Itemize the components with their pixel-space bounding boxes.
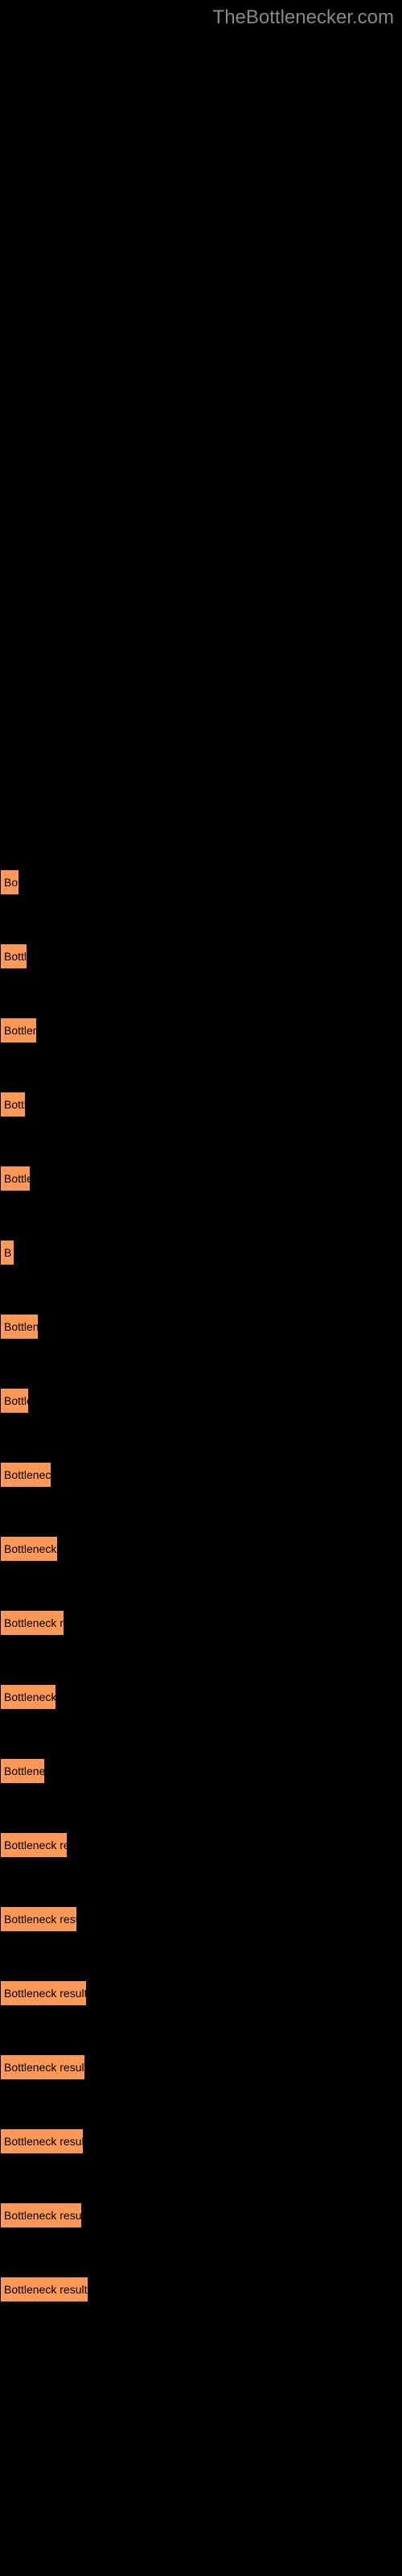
bar-11: Bottleneck res xyxy=(0,1684,56,1710)
bar-row: Bottle xyxy=(0,1166,402,1191)
bar-label: Bottleneck result xyxy=(4,1616,64,1629)
bar-0: Bo xyxy=(0,869,19,895)
bar-row: Bottl xyxy=(0,1092,402,1117)
bar-18: Bottleneck result xyxy=(0,2202,82,2228)
bar-label: Bottleneck result xyxy=(4,2135,84,2148)
bar-label: Bottleneck result xyxy=(4,2283,88,2296)
bar-label: Bottl xyxy=(4,1098,26,1111)
bar-label: Bottleneck res xyxy=(4,1542,58,1555)
bar-row: Bottlene xyxy=(0,1018,402,1043)
bar-label: Bottleneck result xyxy=(4,1839,68,1852)
bar-row: Bottleneck result xyxy=(0,1980,402,2006)
bar-label: Bottleneck r xyxy=(4,1765,45,1777)
bar-label: Bottleneck result xyxy=(4,1913,77,1926)
bar-label: Bo xyxy=(4,876,18,889)
watermark-text: TheBottlenecker.com xyxy=(213,6,394,29)
bar-row: Bottleneck result xyxy=(0,1610,402,1636)
bar-label: Bottl xyxy=(4,950,27,963)
bar-chart: Bo Bottl Bottlene Bottl Bottle B Bottlen… xyxy=(0,869,402,2351)
bar-label: Bottleneck re xyxy=(4,1468,51,1481)
bar-label: B xyxy=(4,1246,11,1259)
bar-10: Bottleneck result xyxy=(0,1610,64,1636)
bar-4: Bottle xyxy=(0,1166,31,1191)
bar-6: Bottlene xyxy=(0,1314,39,1340)
bar-row: Bottleneck result xyxy=(0,1832,402,1858)
bar-row: Bottleneck res xyxy=(0,1536,402,1562)
bar-9: Bottleneck res xyxy=(0,1536,58,1562)
bar-row: Bottleneck result xyxy=(0,2128,402,2154)
bar-13: Bottleneck result xyxy=(0,1832,68,1858)
bar-row: Bottlene xyxy=(0,1314,402,1340)
bar-5: B xyxy=(0,1240,14,1265)
bar-label: Bottleneck result xyxy=(4,2209,82,2222)
bar-8: Bottleneck re xyxy=(0,1462,51,1488)
bar-12: Bottleneck r xyxy=(0,1758,45,1784)
bar-row: Bottleneck r xyxy=(0,1758,402,1784)
bar-row: Bottleneck result xyxy=(0,1906,402,1932)
bar-7: Bottle xyxy=(0,1388,29,1414)
bar-16: Bottleneck result xyxy=(0,2054,85,2080)
bar-row: Bottleneck re xyxy=(0,1462,402,1488)
bar-label: Bottle xyxy=(4,1172,31,1185)
bar-label: Bottle xyxy=(4,1394,29,1407)
bar-2: Bottlene xyxy=(0,1018,37,1043)
bar-1: Bottl xyxy=(0,943,27,969)
bar-row: B xyxy=(0,1240,402,1265)
bar-14: Bottleneck result xyxy=(0,1906,77,1932)
bar-label: Bottleneck result xyxy=(4,2061,85,2074)
bar-label: Bottleneck res xyxy=(4,1690,56,1703)
bar-row: Bottleneck result xyxy=(0,2054,402,2080)
bar-row: Bo xyxy=(0,869,402,895)
bar-19: Bottleneck result xyxy=(0,2277,88,2302)
bar-17: Bottleneck result xyxy=(0,2128,84,2154)
bar-row: Bottle xyxy=(0,1388,402,1414)
bar-row: Bottl xyxy=(0,943,402,969)
bar-label: Bottleneck result xyxy=(4,1987,87,2000)
bar-row: Bottleneck result xyxy=(0,2202,402,2228)
bar-label: Bottlene xyxy=(4,1024,37,1037)
bar-row: Bottleneck res xyxy=(0,1684,402,1710)
bar-row: Bottleneck result xyxy=(0,2277,402,2302)
bar-15: Bottleneck result xyxy=(0,1980,87,2006)
bar-label: Bottlene xyxy=(4,1320,39,1333)
bar-3: Bottl xyxy=(0,1092,26,1117)
